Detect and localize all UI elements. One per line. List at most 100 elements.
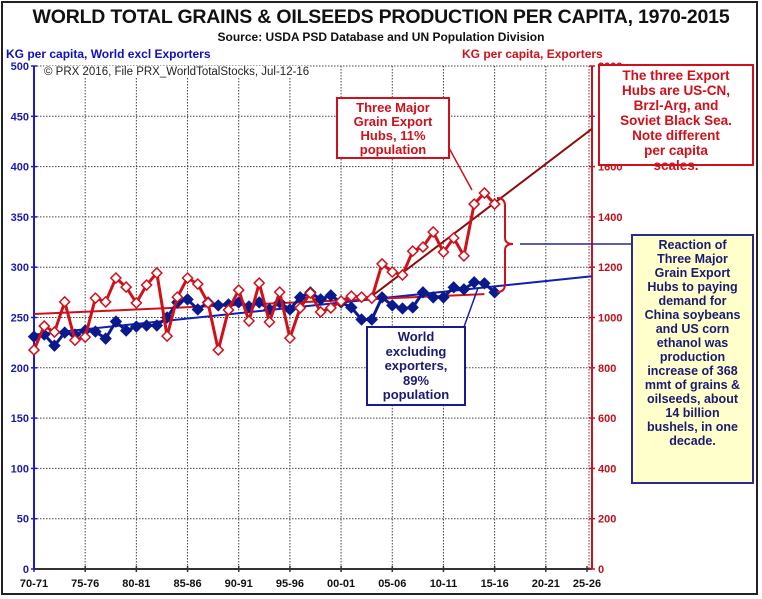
data-point-exporters (27, 343, 41, 357)
y-left-tick-label: 500 (11, 61, 29, 73)
data-point-exporters (406, 245, 419, 258)
x-tick-label: 90-91 (225, 578, 253, 590)
data-point-exporters (386, 265, 399, 279)
data-point-world (365, 313, 379, 326)
data-point-exporters (201, 296, 215, 309)
data-point-world (416, 286, 430, 299)
data-point-exporters (68, 334, 82, 347)
annotation-line: Note different (632, 128, 720, 143)
data-point-world (48, 339, 61, 352)
annotation-line: exporters, (384, 358, 448, 373)
data-point-world (427, 291, 440, 304)
data-point-exporters (222, 303, 235, 317)
data-point-exporters (130, 296, 143, 309)
annotation-line: production (659, 350, 726, 364)
data-point-exporters (375, 257, 389, 270)
annotation-line: ethanol was (656, 336, 729, 350)
annotation-line: 89% (402, 372, 430, 388)
data-point-world (467, 276, 481, 289)
annotation-line: Hubs to paying (647, 280, 738, 294)
x-tick-label: 05-06 (378, 578, 406, 590)
annotation-line: population (382, 387, 450, 402)
data-point-exporters (437, 246, 450, 259)
data-point-exporters (273, 286, 286, 299)
data-point-exporters (447, 231, 460, 245)
data-point-world (58, 326, 71, 339)
reaction-note: Reaction of Three Major Grain Export Hubs t… (631, 234, 754, 484)
copyright-note: © PRX 2016, File PRX_WorldTotalStocks, J… (44, 66, 310, 78)
data-point-exporters (416, 241, 430, 254)
data-point-exporters (457, 249, 470, 262)
data-point-exporters (99, 295, 112, 308)
data-point-world (212, 299, 225, 312)
y-right-tick-label: 1200 (598, 262, 622, 274)
data-point-world (345, 301, 358, 314)
data-point-exporters (191, 277, 204, 291)
data-point-world (488, 286, 501, 299)
data-point-exporters (263, 315, 276, 329)
data-point-world (150, 319, 164, 332)
data-point-world (386, 299, 399, 312)
annotation-line: Soviet Black Sea. (620, 113, 732, 128)
data-point-world (99, 332, 112, 345)
annotation-line: China soybeans (644, 308, 741, 322)
data-point-world (375, 291, 389, 304)
export-hubs-note: The three Export Hubs are US-CN, Brzl-Arg,… (598, 64, 754, 173)
data-point-world (130, 320, 143, 333)
data-point-exporters (79, 331, 92, 344)
y-left-tick-label: 250 (11, 313, 29, 325)
data-point-exporters (38, 319, 51, 333)
data-point-world (191, 303, 204, 316)
trendline (371, 128, 593, 297)
annotation-line: oilseeds, about (647, 392, 738, 406)
annotation-line: demand for (658, 294, 727, 308)
annotation-line: World (397, 329, 435, 344)
data-point-world (324, 289, 338, 302)
x-tick-label: 00-01 (327, 578, 355, 590)
y-axis-left-label: KG per capita, World excl Exporters (6, 47, 211, 61)
data-point-world (283, 303, 297, 316)
data-point-exporters (294, 301, 307, 315)
annotation-line: Three Major (356, 100, 430, 115)
data-point-exporters (58, 295, 71, 308)
data-point-exporters (140, 278, 153, 292)
y-right-tick-label: 200 (598, 514, 616, 526)
y-right-tick-label: 400 (598, 463, 616, 475)
data-point-exporters (232, 284, 245, 297)
annotation-line: increase of 368 (647, 364, 738, 378)
data-point-exporters (253, 276, 266, 290)
y-left-tick-label: 400 (11, 162, 29, 174)
data-point-exporters (171, 291, 184, 304)
data-point-exporters (396, 268, 409, 282)
y-left-tick-label: 150 (11, 413, 29, 425)
data-point-world (109, 315, 123, 328)
annotation-line: Grain Export (654, 266, 731, 280)
annotation-line: Hubs, 11% (360, 128, 426, 143)
y-left-tick-label: 450 (11, 111, 29, 123)
annotation-line: decade. (669, 434, 716, 448)
y-left-tick-label: 50 (17, 514, 29, 526)
annotation-line: The three Export (622, 68, 730, 83)
y-left-tick-label: 0 (23, 564, 29, 576)
x-tick-label: 15-16 (481, 578, 509, 590)
data-point-world (119, 324, 133, 337)
data-point-exporters (212, 343, 225, 357)
x-tick-label: 10-11 (430, 578, 458, 590)
data-point-exporters (161, 330, 174, 343)
y-right-tick-label: 1000 (598, 313, 622, 325)
data-point-exporters (488, 198, 501, 211)
annotation-line: excluding (385, 343, 447, 359)
data-point-exporters (335, 295, 348, 308)
x-tick-label: 70-71 (20, 578, 48, 590)
y-right-tick-label: 800 (598, 363, 616, 375)
data-point-world (355, 313, 368, 326)
annotation-line: population (359, 142, 427, 157)
data-point-exporters (478, 186, 491, 200)
x-tick-label: 75-76 (71, 578, 99, 590)
data-point-exporters (365, 292, 378, 305)
y-right-tick-label: 0 (598, 564, 604, 576)
data-point-exporters (242, 314, 256, 328)
annotation-line: Three Major (657, 252, 728, 266)
data-point-world (27, 330, 41, 343)
